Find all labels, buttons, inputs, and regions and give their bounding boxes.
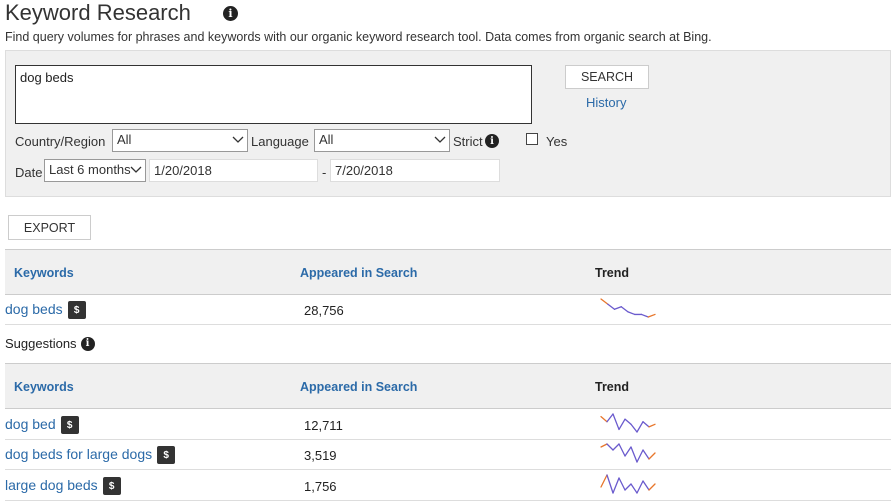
page-subtitle: Find query volumes for phrases and keywo… bbox=[5, 30, 712, 44]
table-row: dog beds for large dogs $ 3,519 bbox=[5, 440, 891, 470]
trend-segment bbox=[600, 474, 608, 488]
trend-segment bbox=[636, 449, 644, 463]
trend-sparkline bbox=[600, 413, 656, 433]
dollar-badge-icon[interactable]: $ bbox=[67, 301, 86, 320]
language-select[interactable]: All bbox=[314, 129, 450, 152]
trend-segment bbox=[600, 443, 608, 448]
info-icon[interactable]: i bbox=[80, 336, 95, 351]
start-date-input[interactable]: 1/20/2018 bbox=[149, 159, 318, 182]
keyword-link[interactable]: dog bed bbox=[5, 416, 56, 432]
trend-segment bbox=[607, 303, 616, 310]
table-row: large dog beds $ 1,756 bbox=[5, 471, 891, 501]
trend-segment bbox=[630, 483, 638, 494]
history-link[interactable]: History bbox=[586, 95, 627, 110]
keyword-link[interactable]: large dog beds bbox=[5, 477, 98, 493]
appeared-count: 1,756 bbox=[304, 479, 337, 494]
chevron-down-icon bbox=[130, 166, 142, 173]
yes-label: Yes bbox=[546, 134, 568, 149]
trend-segment bbox=[612, 477, 620, 494]
trend-segment bbox=[648, 483, 656, 491]
appeared-count: 28,756 bbox=[304, 303, 344, 318]
trend-column-header: Trend bbox=[595, 380, 630, 394]
date-separator: - bbox=[322, 165, 327, 180]
date-range-value: Last 6 months bbox=[49, 162, 131, 177]
trend-segment bbox=[606, 413, 614, 423]
country-region-select[interactable]: All bbox=[112, 129, 248, 152]
dollar-badge-icon[interactable]: $ bbox=[60, 416, 79, 435]
table-row: dog beds $ 28,756 bbox=[5, 295, 891, 325]
keyword-query-input[interactable]: dog beds bbox=[15, 65, 532, 124]
trend-segment bbox=[618, 477, 626, 491]
info-icon[interactable]: i bbox=[223, 6, 238, 21]
chevron-down-icon bbox=[232, 136, 244, 143]
trend-segment bbox=[642, 449, 650, 460]
trend-segment bbox=[600, 415, 608, 423]
trend-segment bbox=[630, 446, 638, 463]
suggestions-heading: Suggestions i bbox=[5, 336, 95, 351]
date-range-select[interactable]: Last 6 months bbox=[44, 159, 146, 182]
trend-sparkline bbox=[600, 474, 656, 494]
trend-segment bbox=[636, 421, 644, 433]
strict-yes-checkbox[interactable] bbox=[526, 133, 538, 145]
keyword-link[interactable]: dog beds bbox=[5, 301, 63, 317]
trend-column-header: Trend bbox=[595, 266, 630, 280]
trend-segment bbox=[648, 452, 656, 460]
appeared-count: 12,711 bbox=[304, 418, 343, 433]
trend-segment bbox=[642, 480, 650, 491]
trend-sparkline bbox=[600, 298, 656, 318]
page-title: Keyword Research bbox=[5, 0, 191, 25]
trend-segment bbox=[624, 483, 632, 491]
appeared-column-header[interactable]: Appeared in Search bbox=[300, 380, 418, 394]
search-button[interactable]: SEARCH bbox=[565, 65, 649, 89]
trend-segment bbox=[630, 423, 638, 433]
appeared-count: 3,519 bbox=[304, 448, 337, 463]
trend-segment bbox=[618, 443, 626, 457]
trend-segment bbox=[620, 306, 629, 313]
info-icon[interactable]: i bbox=[485, 134, 499, 148]
trend-segment bbox=[636, 480, 644, 494]
language-label: Language bbox=[251, 134, 309, 149]
country-region-value: All bbox=[117, 132, 132, 147]
dollar-badge-icon[interactable]: $ bbox=[157, 446, 176, 465]
trend-segment bbox=[613, 306, 622, 310]
language-value: All bbox=[319, 132, 334, 147]
trend-segment bbox=[606, 474, 614, 494]
end-date-input[interactable]: 7/20/2018 bbox=[330, 159, 500, 182]
trend-segment bbox=[612, 413, 620, 431]
trend-segment bbox=[647, 313, 656, 318]
export-button[interactable]: EXPORT bbox=[8, 215, 91, 240]
keyword-link[interactable]: dog beds for large dogs bbox=[5, 446, 153, 462]
trend-segment bbox=[618, 418, 626, 431]
suggestions-table-header: Keywords Appeared in Search Trend bbox=[5, 363, 891, 409]
trend-segment bbox=[642, 421, 650, 428]
chevron-down-icon bbox=[434, 136, 446, 143]
keywords-column-header[interactable]: Keywords bbox=[14, 380, 74, 394]
trend-segment bbox=[624, 418, 632, 425]
trend-segment bbox=[648, 423, 656, 428]
country-region-label: Country/Region bbox=[15, 134, 106, 149]
keywords-column-header[interactable]: Keywords bbox=[14, 266, 74, 280]
results-table-header: Keywords Appeared in Search Trend bbox=[5, 249, 891, 295]
table-row: dog bed $ 12,711 bbox=[5, 410, 891, 440]
trend-segment bbox=[606, 443, 614, 451]
dollar-badge-icon[interactable]: $ bbox=[102, 477, 121, 496]
search-panel: dog beds SEARCH History Country/Region A… bbox=[5, 50, 891, 197]
trend-segment bbox=[624, 446, 632, 457]
trend-segment bbox=[640, 313, 649, 318]
date-label: Date bbox=[15, 165, 43, 180]
strict-label: Strict bbox=[453, 134, 483, 149]
trend-segment bbox=[600, 298, 609, 305]
trend-sparkline bbox=[600, 443, 656, 463]
appeared-column-header[interactable]: Appeared in Search bbox=[300, 266, 418, 280]
trend-segment bbox=[627, 311, 636, 316]
trend-segment bbox=[612, 443, 620, 451]
suggestions-label: Suggestions bbox=[5, 336, 77, 351]
